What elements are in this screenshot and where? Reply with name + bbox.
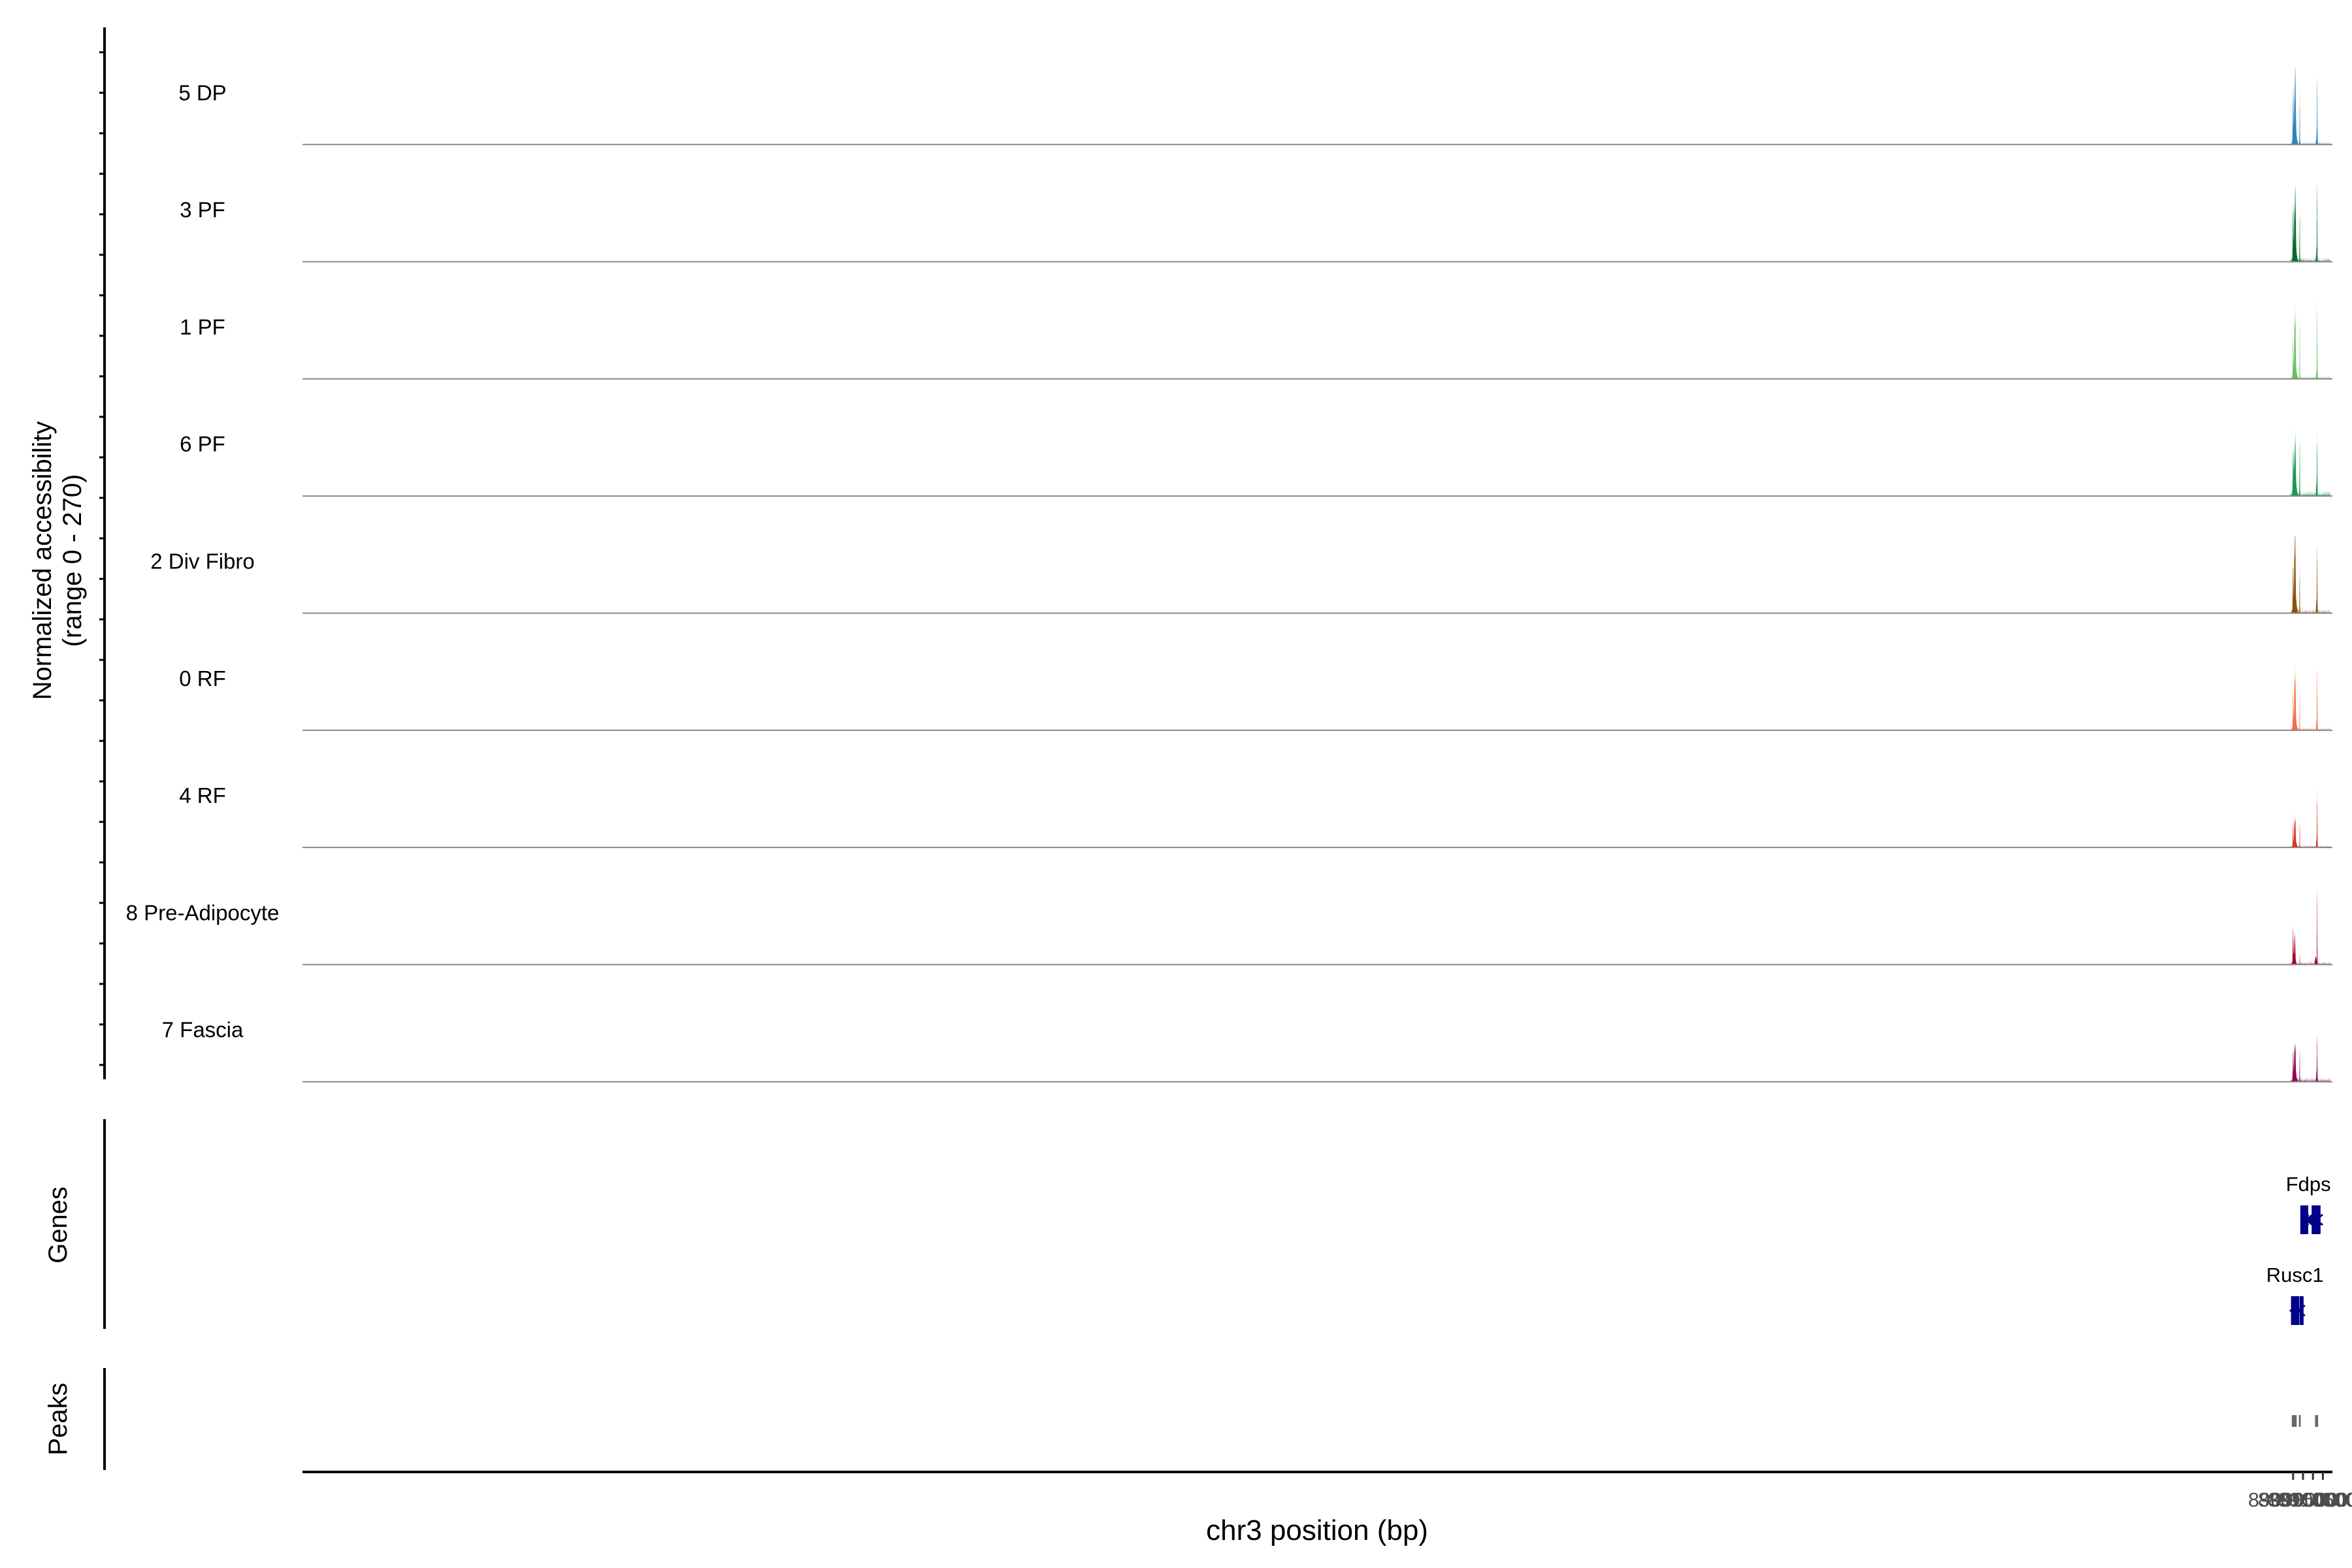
accessibility-signal [2290, 426, 2330, 497]
x-axis-ticks: 89090000890950008910000089105000 [2248, 1472, 2352, 1511]
genes-axis-label: Genes [44, 1186, 73, 1264]
strand-arrow [2291, 1304, 2300, 1317]
gene-exon [2299, 1296, 2304, 1325]
track-5-dp: 5 DP [178, 67, 2332, 146]
gene-rusc1: Rusc1 [2266, 1264, 2324, 1325]
coverage-tracks: 5 DP 3 PF 1 PF 6 PF 2 Div Fibro 0 RF 4 RF 8 Pre… [126, 67, 2332, 1083]
accessibility-signal [2290, 301, 2330, 379]
track-label: 3 PF [180, 198, 225, 222]
track-label: 1 PF [180, 315, 225, 339]
x-tick-label: 89090000 [2248, 1488, 2338, 1511]
track-6-pf: 6 PF [180, 426, 2332, 497]
x-axis-label: chr3 position (bp) [1206, 1514, 1428, 1546]
accessibility-signal [2290, 67, 2330, 145]
accessibility-y-axis [99, 27, 106, 1079]
strand-arrow [2304, 1213, 2313, 1226]
track-label: 2 Div Fibro [150, 549, 255, 574]
strand-arrow [2300, 1213, 2310, 1226]
accessibility-signal [2290, 666, 2330, 730]
track-2-div-fibro: 2 Div Fibro [150, 536, 2332, 614]
x-tick-label: 89100000 [2268, 1488, 2352, 1511]
gene-name-label: Fdps [2286, 1173, 2331, 1196]
strand-arrow [2306, 1213, 2315, 1226]
peak-region-bar [2315, 1415, 2319, 1427]
track-3-pf: 3 PF [180, 184, 2332, 263]
track-label: 0 RF [179, 666, 226, 691]
track-4-rf: 4 RF [179, 783, 2332, 849]
peak-region-bar [2291, 1415, 2297, 1427]
accessibility-signal [2290, 787, 2330, 848]
x-tick-label: 89105000 [2278, 1488, 2352, 1511]
x-tick-label: 89095000 [2258, 1488, 2348, 1511]
peak-region-bar [2298, 1415, 2301, 1427]
track-label: 7 Fascia [162, 1018, 244, 1042]
y-axis-label-line2: (range 0 - 270) [58, 474, 87, 647]
track-0-rf: 0 RF [179, 666, 2332, 731]
y-axis-label-line1: Normalized accessibility [28, 421, 57, 700]
strand-arrow [2289, 1304, 2298, 1317]
track-label: 8 Pre-Adipocyte [126, 900, 280, 924]
strand-arrow [2296, 1304, 2306, 1317]
gene-name-label: Rusc1 [2266, 1264, 2324, 1286]
peak-regions-track [2291, 1415, 2319, 1427]
accessibility-signal [2290, 184, 2330, 262]
gene-annotation-track: Fdps Rusc1 [2266, 1173, 2331, 1325]
accessibility-signal [2290, 1029, 2330, 1082]
strand-arrow [2314, 1213, 2324, 1226]
track-label: 6 PF [180, 432, 225, 456]
track-label: 5 DP [178, 80, 226, 105]
gene-exon [2316, 1205, 2321, 1234]
gene-fdps: Fdps [2286, 1173, 2331, 1234]
accessibility-signal [2290, 536, 2330, 613]
strand-arrow [2308, 1213, 2317, 1226]
peaks-axis-label: Peaks [44, 1382, 73, 1455]
track-1-pf: 1 PF [180, 301, 2332, 380]
accessibility-signal [2290, 887, 2330, 965]
track-label: 4 RF [179, 783, 226, 808]
strand-arrow [2310, 1213, 2320, 1226]
strand-arrow [2312, 1213, 2321, 1226]
track-7-fascia: 7 Fascia [162, 1018, 2332, 1083]
track-8-pre-adipocyte: 8 Pre-Adipocyte [126, 887, 2332, 966]
